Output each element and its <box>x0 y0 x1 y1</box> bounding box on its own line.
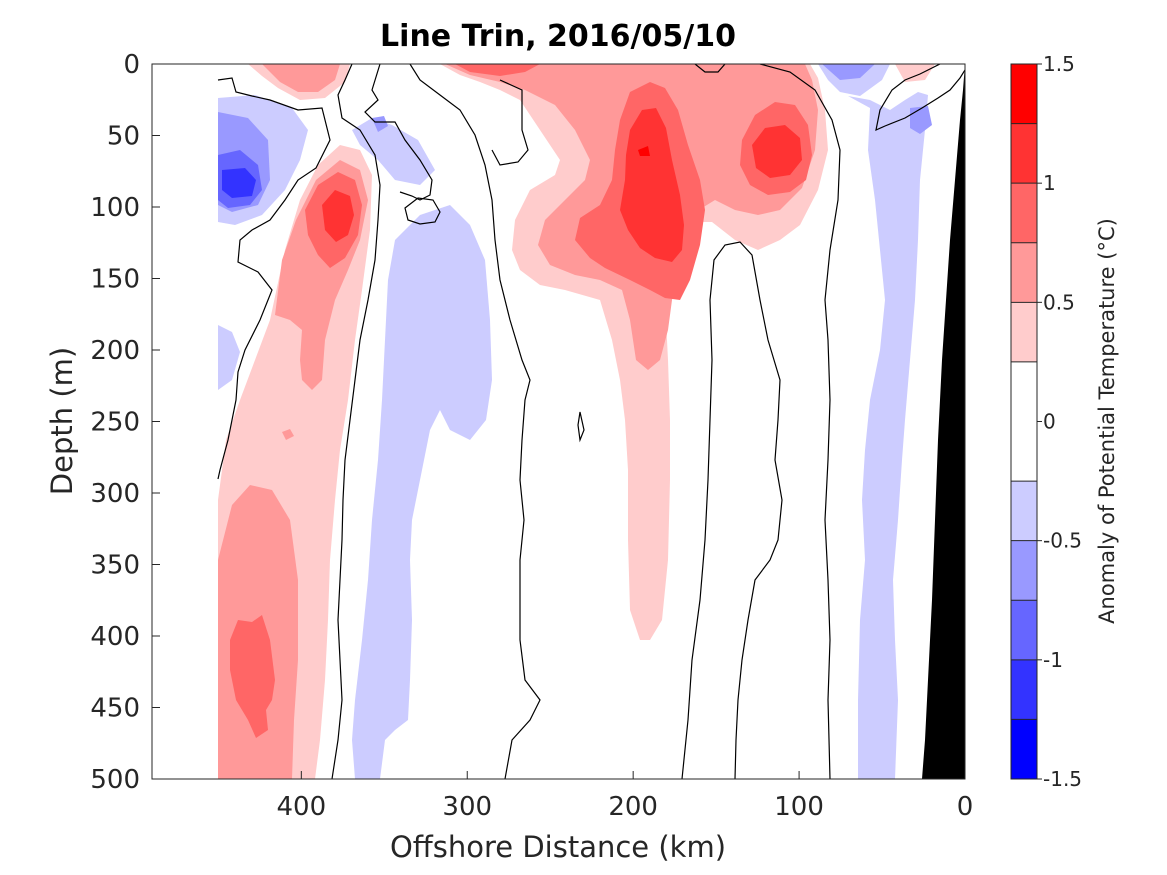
y-axis: 0 50 100 150 200 250 300 350 400 450 500 <box>90 50 160 795</box>
y-tick-label: 100 <box>90 193 140 223</box>
colorbar-tick-label: 0 <box>1043 410 1056 434</box>
zero-contour-central <box>409 64 541 779</box>
warm-core-110km-strong <box>752 125 802 178</box>
cold-anomaly-west-core <box>222 168 256 198</box>
colorbar-tick-label: -1 <box>1043 648 1063 672</box>
y-tick-label: 450 <box>90 694 140 724</box>
y-tick-label: 250 <box>90 408 140 438</box>
cold-anomaly-west-deep <box>218 325 240 390</box>
x-tick-label: 100 <box>774 792 824 822</box>
x-axis-label: Offshore Distance (km) <box>390 830 726 864</box>
seafloor-bathymetry <box>922 64 965 779</box>
plot-area <box>152 64 965 779</box>
cold-anomaly-east-core <box>822 64 875 80</box>
x-tick-label: 400 <box>277 792 327 822</box>
x-tick-label: 200 <box>608 792 658 822</box>
colorbar-tick-label: -0.5 <box>1043 529 1082 553</box>
colorbar-tick-label: 0.5 <box>1043 290 1075 314</box>
cold-anomaly-east-shallow <box>910 106 932 134</box>
colorbar-band <box>1011 123 1037 184</box>
colorbar-band <box>1011 302 1037 362</box>
chart-title: Line Trin, 2016/05/10 <box>380 19 736 54</box>
zero-contour-loop-230km <box>577 411 585 443</box>
warm-surface-east <box>895 64 935 82</box>
zero-contour-west-1 <box>217 77 331 480</box>
colorbar-band <box>1011 481 1037 541</box>
colorbar-band <box>1011 242 1037 303</box>
zero-contour-100km <box>759 64 841 779</box>
zero-contour-150km <box>681 241 783 779</box>
warm-core-west-deep <box>230 615 275 738</box>
warm-surface-285km <box>455 64 540 76</box>
colorbar-band <box>1011 540 1037 601</box>
cold-anomaly-330km-small <box>372 116 388 132</box>
x-tick-label: 300 <box>442 792 492 822</box>
zero-contour-loop <box>404 197 441 225</box>
warm-spot-270m <box>282 429 294 440</box>
y-tick-label: 350 <box>90 551 140 581</box>
colorbar-band <box>1011 719 1037 779</box>
colorbar-band <box>1011 361 1037 482</box>
colorbar-band <box>1011 659 1037 720</box>
colorbar: -1.5 -1 -0.5 0 0.5 1 1.5 <box>1010 52 1082 791</box>
warm-core-380km-strong <box>322 190 354 242</box>
x-axis: 400 300 200 100 0 <box>277 771 974 822</box>
colorbar-band <box>1011 64 1037 124</box>
x-tick-label: 0 <box>957 792 974 822</box>
zero-contour-350km <box>364 64 433 201</box>
y-tick-label: 400 <box>90 622 140 652</box>
y-axis-label: Depth (m) <box>45 347 79 495</box>
colorbar-band <box>1011 183 1037 243</box>
zero-contour-bend <box>491 79 529 166</box>
y-tick-label: 50 <box>107 122 140 152</box>
zero-contours <box>217 64 965 779</box>
colorbar-tick-label: -1.5 <box>1043 767 1082 791</box>
colorbar-band <box>1011 600 1037 660</box>
warm-spot-200km-max <box>638 146 650 156</box>
y-tick-label: 300 <box>90 479 140 509</box>
zero-contour-east <box>875 64 965 132</box>
y-tick-label: 200 <box>90 336 140 366</box>
y-tick-label: 150 <box>90 265 140 295</box>
cold-band-330km <box>352 118 492 779</box>
colorbar-tick-label: 1.5 <box>1043 52 1075 76</box>
colorbar-label: Anomaly of Potential Temperature (°C) <box>1095 218 1119 624</box>
y-tick-label: 0 <box>123 50 140 80</box>
y-tick-label: 500 <box>90 765 140 795</box>
warm-core-200km-strong <box>620 108 684 262</box>
zero-contour-surface <box>694 64 726 73</box>
colorbar-tick-label: 1 <box>1043 171 1056 195</box>
zero-contour-west-2 <box>331 64 381 779</box>
cold-band-east <box>818 64 928 779</box>
